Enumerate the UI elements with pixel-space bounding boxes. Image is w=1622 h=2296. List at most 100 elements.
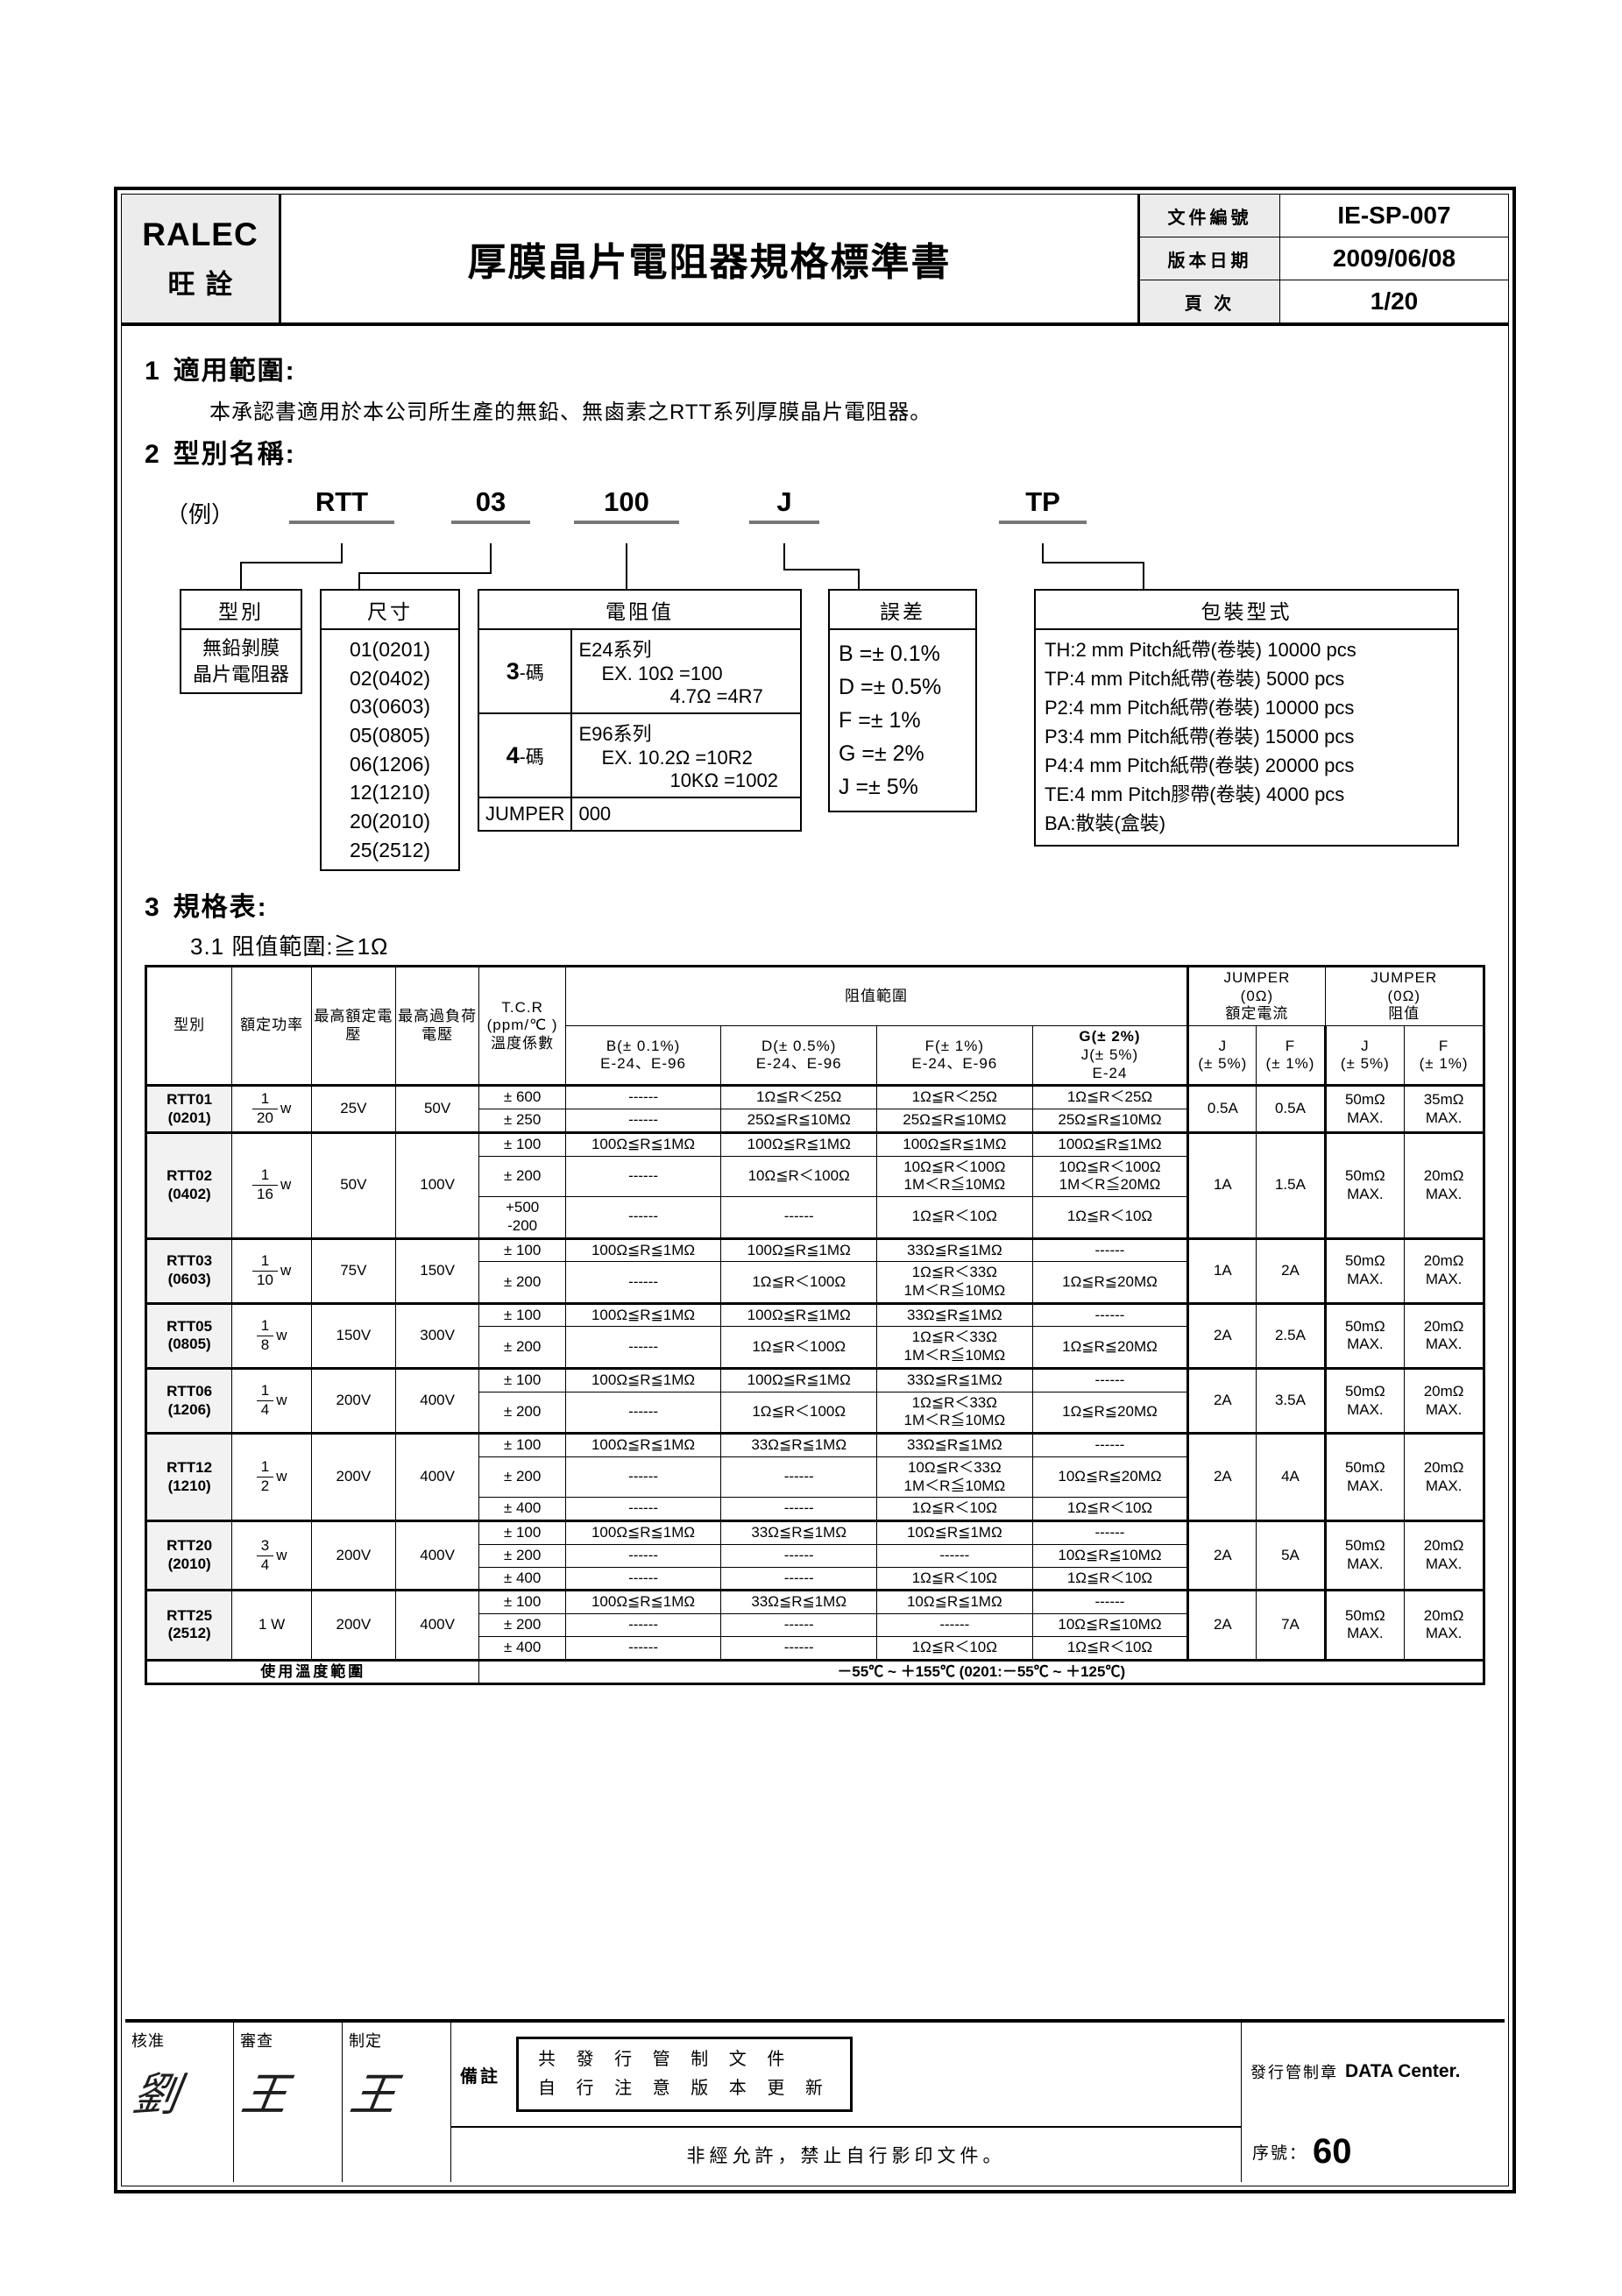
table-row: RTT20 (2010) 3 4 w 200V 400V ± 100 100Ω≦R≦1MΩ 33Ω…: [144, 1520, 1485, 1591]
meta-row-doc-number: 文件編號 IE-SP-007: [1140, 195, 1508, 237]
document-meta: 文件編號 IE-SP-007 版本日期 2009/06/08 頁 次 1/20: [1140, 195, 1508, 322]
th-resistance-range-group: 阻值範圍: [564, 964, 1189, 1027]
cell-range-b: ------: [564, 1635, 722, 1661]
table-row: ± 200 ------ 10Ω≦R＜100Ω 10Ω≦R＜100Ω 1M＜R≦10MΩ…: [146, 1155, 1484, 1198]
cell-tcr: ± 400: [478, 1566, 566, 1591]
cell-range-b: ------: [564, 1326, 722, 1369]
th-tol-b: B(± 0.1%) E-24、E-96: [564, 1025, 722, 1087]
cell-max-rated-voltage: 200V: [310, 1366, 396, 1435]
cell-max-rated-voltage: 50V: [310, 1130, 396, 1239]
cell-max-rated-voltage: 150V: [310, 1301, 396, 1369]
cell-jumper-current-j: 0.5A: [1186, 1084, 1257, 1133]
cell-tcr: ± 200: [478, 1261, 566, 1304]
th-jumper-resistance-group: JUMPER (0Ω) 阻值: [1324, 964, 1486, 1027]
serial-number-label: 序號：: [1252, 2144, 1308, 2163]
signature-approve-mark: 劉: [129, 2069, 183, 2122]
cell-range-d: 1Ω≦R＜100Ω: [720, 1261, 878, 1304]
cell-range-b: 100Ω≦R≦1MΩ: [564, 1366, 722, 1392]
table-row: RTT03 (0603) 1 10 w 75V 150V ± 100 100Ω≦R≦1MΩ 100…: [144, 1237, 1485, 1304]
page-title: 厚膜晶片電阻器規格標準書: [281, 195, 1140, 322]
footer-note-top: 備註 共 發 行 管 制 文 件 自 行 注 意 版 本 更 新: [451, 2023, 1241, 2128]
legend-type-body: 無鉛剝膜 晶片電阻器: [192, 637, 289, 685]
th-jc-j: J (± 5%): [1186, 1025, 1257, 1087]
cell-range-g: ------: [1031, 1366, 1189, 1392]
cell-range-d: 33Ω≦R≦1MΩ: [720, 1589, 878, 1615]
cell-jumper-current-j: 2A: [1186, 1589, 1257, 1661]
footer-note: 備註 共 發 行 管 制 文 件 自 行 注 意 版 本 更 新 非經允許，禁止…: [451, 2023, 1242, 2182]
cell-range-f: 1Ω≦R＜33Ω 1M＜R≦10MΩ: [876, 1261, 1033, 1304]
table-row: ± 200 ------ 1Ω≦R＜100Ω 1Ω≦R＜33Ω 1M＜R≦10MΩ 1Ω≦…: [146, 1326, 1484, 1369]
meta-key-version-date: 版本日期: [1140, 237, 1280, 280]
serial-number-value: 60: [1313, 2131, 1352, 2171]
section-3-number: 3: [145, 893, 159, 922]
legend-box-tolerance: 誤差 B =± 0.1% D =± 0.5% F =± 1% G =± 2% J…: [828, 589, 977, 812]
specification-table: 型別 額定功率 最高額定電壓 最高過負荷電壓 T.C.R (ppm/℃ ) 溫度…: [144, 964, 1486, 1686]
section-2-title: 型別名稱:: [173, 440, 296, 469]
cell-power: 1 W: [231, 1589, 312, 1661]
company-logo: RALEC 旺詮: [122, 195, 281, 322]
cell-model: RTT03 (0603): [144, 1237, 233, 1304]
cell-power: 1 16 w: [231, 1130, 312, 1239]
issue-control-label: 發行管制章: [1250, 2064, 1338, 2081]
table-row: ± 200 ------ ------ 10Ω≦R＜33Ω 1M＜R≦10MΩ 10Ω≦R…: [146, 1456, 1484, 1499]
cell-range-d: ------: [720, 1635, 878, 1661]
cell-tcr: ± 100: [478, 1366, 566, 1392]
legend-box-resistance: 電阻值 3-碼 E24系列 EX. 10Ω =100 4.7Ω =4R7: [478, 589, 802, 832]
legend-box-packaging: 包裝型式 TH:2 mm Pitch紙帶(卷裝) 10000 pcs TP:4 …: [1034, 589, 1459, 847]
cell-range-d: 1Ω≦R＜100Ω: [720, 1391, 878, 1435]
cell-jumper-current-j: 1A: [1186, 1237, 1257, 1304]
pn-token-tolerance: J: [749, 486, 819, 524]
cell-max-overload-voltage: 100V: [394, 1130, 480, 1239]
cell-range-b: 100Ω≦R≦1MΩ: [564, 1432, 722, 1457]
header-row-tolerance: B(± 0.1%) E-24、E-96 D(± 0.5%) E-24、E-96 …: [146, 1025, 1485, 1087]
cell-range-f: 33Ω≦R≦1MΩ: [876, 1301, 1033, 1328]
cell-range-d: 33Ω≦R≦1MΩ: [720, 1520, 878, 1545]
cell-tcr: ± 100: [478, 1237, 566, 1263]
cell-range-b: ------: [564, 1155, 722, 1198]
cell-range-d: ------: [720, 1566, 878, 1591]
footer-note-label: 備註: [460, 2066, 500, 2087]
signature-draft: 制定 王: [343, 2023, 451, 2182]
section-2-number: 2: [145, 440, 159, 469]
table-row: ± 200 ------ ------ ------ 10Ω≦R≦10MΩ: [146, 1613, 1484, 1637]
table-body: RTT01 (0201) 1 20 w 25V 50V ± 600 ------ 1Ω≦R＜25Ω…: [144, 1084, 1485, 1661]
cell-max-rated-voltage: 200V: [310, 1589, 396, 1661]
cell-range-d: 1Ω≦R＜25Ω: [720, 1084, 878, 1110]
legend-resistance-table: 3-碼 E24系列 EX. 10Ω =100 4.7Ω =4R7 4-碼: [479, 630, 800, 830]
cell-tcr: +500 -200: [478, 1196, 566, 1239]
document-footer: 核准 劉 審查 王 制定 王 備註 共 發 行 管 制 文 件 自 行 注 意 …: [125, 2019, 1505, 2182]
cell-range-b: ------: [564, 1566, 722, 1591]
resistance-row-jumper: JUMPER 000: [479, 797, 800, 830]
cell-range-g: 1Ω≦R＜25Ω: [1031, 1084, 1189, 1110]
stamp-line-2: 自 行 注 意 版 本 更 新: [538, 2079, 831, 2098]
cell-jumper-res-j: 50mΩ MAX.: [1323, 1084, 1406, 1133]
cell-range-b: 100Ω≦R≦1MΩ: [564, 1589, 722, 1615]
meta-key-doc-number: 文件編號: [1140, 195, 1280, 237]
resistance-row-e24: 3-碼 E24系列 EX. 10Ω =100 4.7Ω =4R7: [479, 630, 800, 714]
cell-tcr: ± 100: [478, 1432, 566, 1457]
th-jr-f: F (± 1%): [1404, 1025, 1485, 1087]
cell-model: RTT20 (2010): [144, 1520, 233, 1591]
cell-model: RTT02 (0402): [144, 1130, 233, 1239]
cell-range-g: ------: [1031, 1520, 1189, 1545]
cell-jumper-current-f: 2.5A: [1256, 1301, 1326, 1369]
cell-range-g: 10Ω≦R≦20MΩ: [1031, 1456, 1189, 1499]
th-max-overload-voltage: 最高過負荷電壓: [394, 964, 480, 1087]
signature-approve: 核准 劉: [125, 2023, 234, 2182]
cell-jumper-current-j: 2A: [1186, 1520, 1257, 1591]
cell-range-f: 33Ω≦R≦1MΩ: [876, 1366, 1033, 1392]
cell-tcr: ± 200: [478, 1613, 566, 1637]
th-jr-j: J (± 5%): [1323, 1025, 1406, 1087]
cell-range-b: 100Ω≦R≦1MΩ: [564, 1130, 722, 1157]
cell-range-b: ------: [564, 1613, 722, 1637]
legend-tolerance-title: 誤差: [830, 591, 975, 630]
cell-model: RTT12 (1210): [144, 1432, 233, 1522]
cell-max-rated-voltage: 25V: [310, 1084, 396, 1133]
cell-jumper-res-f: 20mΩ MAX.: [1404, 1301, 1485, 1369]
issue-control: 發行管制章 DATA Center.: [1242, 2023, 1505, 2121]
table-row: ± 400 ------ ------ 1Ω≦R＜10Ω 1Ω≦R＜10Ω: [146, 1497, 1484, 1522]
part-number-example: （例） RTT 03 100 J TP: [145, 476, 1485, 550]
table-row: RTT01 (0201) 1 20 w 25V 50V ± 600 ------ 1Ω≦R＜25Ω…: [144, 1084, 1485, 1133]
